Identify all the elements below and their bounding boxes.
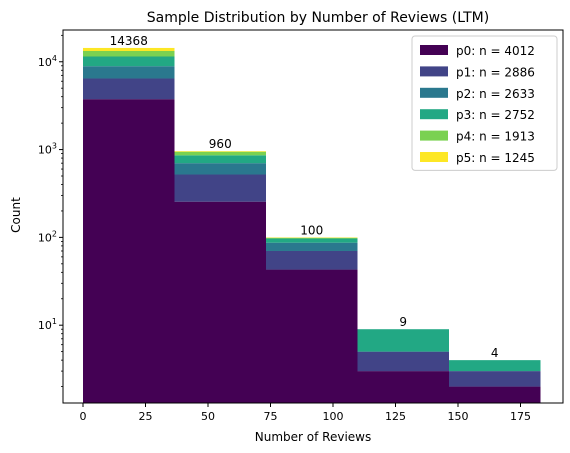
bar-segment-p1-bin3 bbox=[357, 351, 449, 372]
legend-label: p2: n = 2633 bbox=[456, 87, 535, 101]
bar-segment-p3-bin4 bbox=[449, 360, 541, 372]
bar-total-label: 9 bbox=[399, 315, 407, 329]
x-axis-label: Number of Reviews bbox=[255, 430, 371, 444]
bar-segment-p1-bin1 bbox=[174, 174, 266, 202]
legend-label: p5: n = 1245 bbox=[456, 151, 535, 165]
legend: p0: n = 4012 p1: n = 2886 p2: n = 2633 p3: … bbox=[411, 35, 558, 171]
bar-segment-p1-bin0 bbox=[83, 78, 175, 100]
y-axis: 101 102 103 104 bbox=[38, 34, 63, 387]
bar-segment-p1-bin2 bbox=[266, 250, 358, 270]
x-tick-label: 75 bbox=[264, 410, 278, 423]
bar-segment-p2-bin1 bbox=[174, 163, 266, 175]
bar-segment-p5-bin1 bbox=[174, 151, 266, 152]
legend-label: p3: n = 2752 bbox=[456, 108, 535, 122]
bar-segment-p0-bin3 bbox=[357, 371, 449, 403]
bar-segment-p1-bin4 bbox=[449, 371, 541, 387]
bar-segment-p2-bin0 bbox=[83, 66, 175, 79]
bar-segment-p3-bin3 bbox=[357, 329, 449, 352]
bar-segment-p3-bin1 bbox=[174, 155, 266, 164]
x-tick-label: 0 bbox=[80, 410, 87, 423]
bar-segment-p0-bin1 bbox=[174, 201, 266, 403]
x-tick-label: 125 bbox=[385, 410, 406, 423]
bar-segment-p4-bin1 bbox=[174, 151, 266, 156]
legend-label: p4: n = 1913 bbox=[456, 130, 535, 144]
legend-label: p1: n = 2886 bbox=[456, 65, 535, 79]
x-axis: 0 25 50 75 100 125 150 175 bbox=[80, 403, 531, 423]
legend-swatch bbox=[420, 87, 448, 98]
bar-total-label: 14368 bbox=[110, 34, 148, 48]
y-axis-label: Count bbox=[9, 197, 23, 233]
bar-segment-p0-bin0 bbox=[83, 99, 175, 403]
legend-label: p0: n = 4012 bbox=[456, 44, 535, 58]
y-tick-label: 102 bbox=[38, 229, 57, 244]
bar-segment-p3-bin0 bbox=[83, 56, 175, 67]
legend-swatch bbox=[420, 45, 448, 55]
y-tick-label: 101 bbox=[38, 317, 57, 332]
bar-total-label: 100 bbox=[300, 223, 323, 237]
legend-swatch bbox=[420, 66, 448, 77]
bar-segment-p5-bin0 bbox=[83, 47, 175, 52]
x-tick-label: 150 bbox=[448, 410, 469, 423]
bar-segment-p0-bin4 bbox=[449, 386, 541, 403]
x-tick-label: 100 bbox=[323, 410, 344, 423]
x-tick-label: 25 bbox=[139, 410, 153, 423]
x-tick-label: 175 bbox=[510, 410, 531, 423]
plot-frame bbox=[62, 29, 564, 404]
bar-total-label: 4 bbox=[491, 346, 499, 360]
bar-segment-p0-bin2 bbox=[266, 269, 358, 403]
bar-total-label: 960 bbox=[209, 137, 232, 151]
x-tick-label: 50 bbox=[201, 410, 215, 423]
legend-swatch bbox=[420, 109, 448, 120]
legend-box bbox=[411, 35, 558, 171]
y-tick-label: 104 bbox=[38, 54, 57, 69]
legend-swatch bbox=[420, 152, 448, 162]
bar-segment-p2-bin2 bbox=[266, 242, 358, 251]
chart-title: Sample Distribution by Number of Reviews… bbox=[147, 10, 489, 26]
data-labels-layer: 14368 960 100 9 4 bbox=[110, 34, 499, 360]
bar-segment-p4-bin0 bbox=[83, 51, 175, 57]
bars-layer bbox=[83, 47, 541, 403]
bar-segment-p4-bin2 bbox=[266, 237, 358, 239]
bar-segment-p3-bin2 bbox=[266, 238, 358, 243]
legend-swatch bbox=[420, 130, 448, 141]
y-tick-label: 103 bbox=[38, 142, 57, 157]
